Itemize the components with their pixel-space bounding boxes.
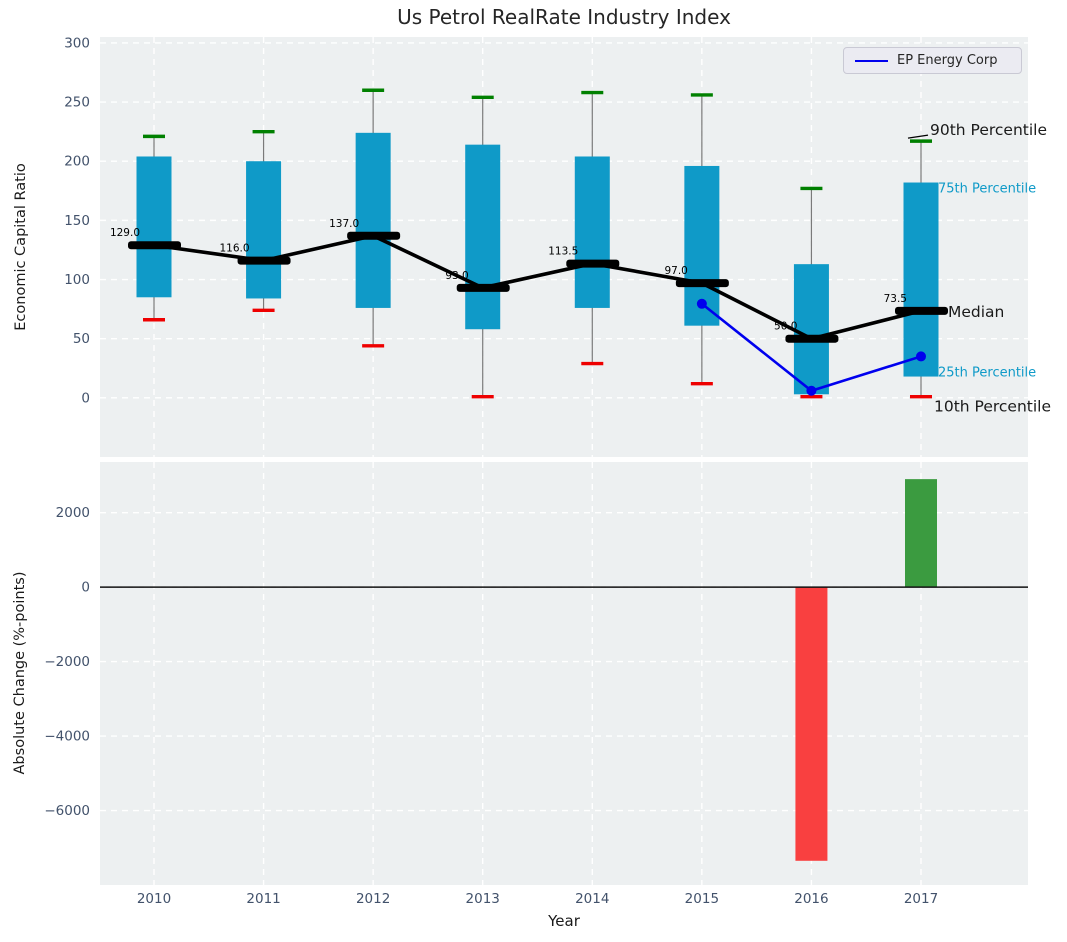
- iqr-box-2010: [136, 156, 172, 298]
- median-annotation-2012: 137.0: [329, 218, 359, 230]
- chart-title: Us Petrol RealRate Industry Index: [397, 5, 731, 29]
- median-dash-2017: [895, 306, 948, 315]
- ytick-bottom-0: 0: [81, 580, 90, 596]
- ytick-top-150: 150: [64, 213, 90, 229]
- median-dash-2010: [128, 241, 181, 250]
- y-axis-label-bottom: Absolute Change (%-points): [12, 571, 28, 775]
- right-label-p10: 10th Percentile: [934, 398, 1051, 416]
- ep-energy-point-2016: [806, 385, 817, 396]
- xtick-2017: 2017: [904, 891, 938, 907]
- change-bar-2017: [905, 479, 937, 588]
- ep-energy-point-2015: [696, 298, 707, 309]
- median-dash-2011: [237, 256, 291, 265]
- right-label-median: Median: [948, 303, 1004, 321]
- xtick-2014: 2014: [575, 891, 609, 907]
- median-dash-2016: [785, 334, 839, 343]
- ytick-top-300: 300: [64, 35, 90, 51]
- change-bar-2016: [795, 587, 828, 861]
- median-dash-2013: [456, 283, 510, 292]
- legend: EP Energy Corp: [843, 47, 1022, 74]
- median-annotation-2017: 73.5: [884, 293, 907, 305]
- median-line: [153, 233, 922, 341]
- xtick-2012: 2012: [356, 891, 390, 907]
- right-label-p90: 90th Percentile: [930, 121, 1047, 139]
- median-annotation-2016: 50.0: [774, 321, 797, 333]
- xtick-2015: 2015: [685, 891, 719, 907]
- xtick-2013: 2013: [466, 891, 500, 907]
- xtick-2010: 2010: [137, 891, 171, 907]
- legend-label: EP Energy Corp: [897, 53, 998, 68]
- ytick-top-250: 250: [64, 95, 90, 111]
- ytick-top-0: 0: [81, 390, 90, 406]
- iqr-box-2012: [355, 132, 391, 308]
- right-label-p25: 25th Percentile: [938, 366, 1036, 381]
- right-label-p75: 75th Percentile: [938, 182, 1036, 197]
- p90-leader-line: [907, 134, 929, 139]
- ytick-top-200: 200: [64, 154, 90, 170]
- x-axis-label: Year: [548, 912, 580, 930]
- median-annotation-2010: 129.0: [110, 227, 140, 239]
- bottom-panel-bg: [100, 462, 1028, 885]
- ytick-top-50: 50: [73, 331, 90, 347]
- y-axis-label-top: Economic Capital Ratio: [13, 163, 29, 331]
- iqr-box-2011: [246, 161, 282, 299]
- ytick-top-100: 100: [64, 272, 90, 288]
- ep-energy-point-2017: [916, 351, 926, 362]
- iqr-box-2013: [465, 144, 501, 330]
- xtick-2011: 2011: [246, 891, 280, 907]
- ytick-bottom--2000: −2000: [44, 654, 90, 670]
- median-annotation-2014: 113.5: [548, 246, 578, 258]
- legend-line-icon: [855, 59, 888, 62]
- ytick-bottom-2000: 2000: [56, 505, 90, 521]
- median-dash-2015: [675, 279, 729, 288]
- median-dash-2012: [347, 231, 401, 240]
- median-annotation-2013: 93.0: [445, 270, 468, 282]
- xtick-2016: 2016: [794, 891, 828, 907]
- ytick-bottom--6000: −6000: [44, 803, 90, 819]
- median-dash-2014: [566, 259, 620, 268]
- iqr-box-2014: [574, 156, 610, 308]
- median-annotation-2011: 116.0: [220, 243, 250, 255]
- iqr-box-2017: [903, 182, 939, 377]
- iqr-box-2016: [793, 264, 829, 395]
- median-annotation-2015: 97.0: [664, 265, 687, 277]
- ytick-bottom--4000: −4000: [44, 729, 90, 745]
